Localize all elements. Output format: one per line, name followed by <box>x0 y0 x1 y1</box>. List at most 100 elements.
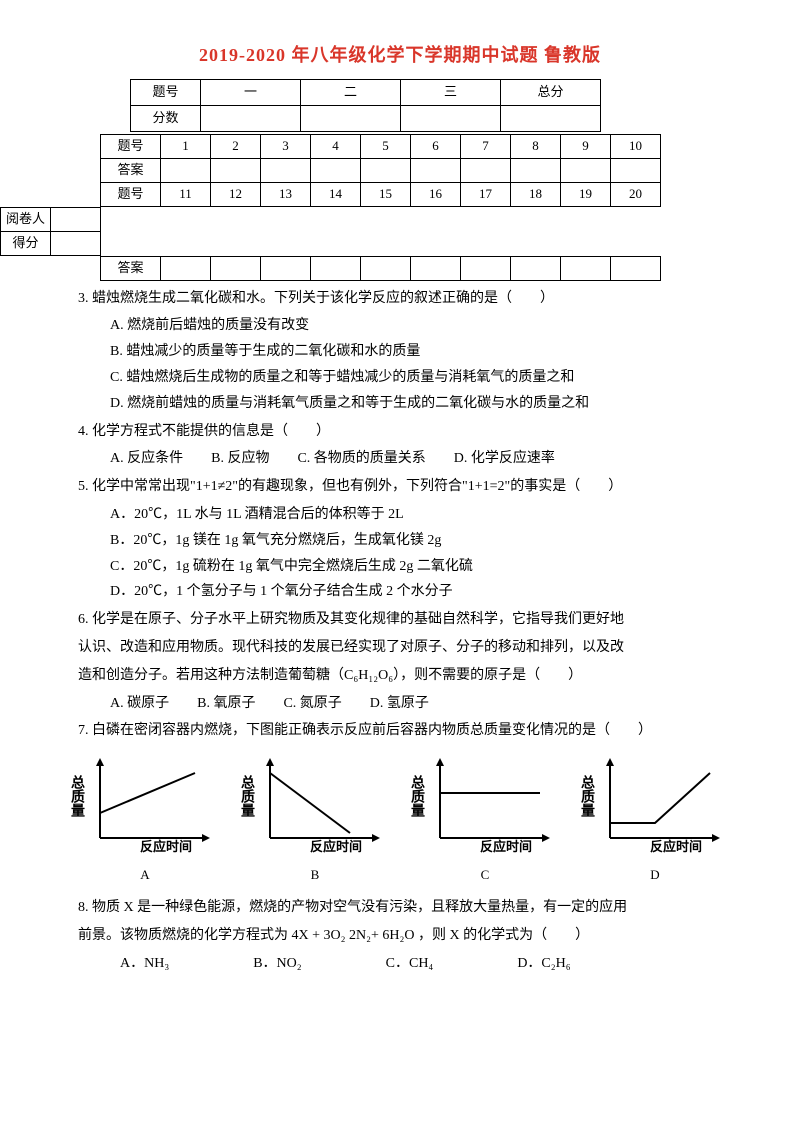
q6-opts: A. 碳原子 B. 氧原子 C. 氮原子 D. 氢原子 <box>70 692 730 716</box>
y-axis-label: 总质量 <box>70 774 86 818</box>
q5-stem: 5. 化学中常常出现"1+1≠2"的有趣现象，但也有例外，下列符合"1+1=2"… <box>70 475 730 499</box>
ans-cell <box>211 158 261 182</box>
q-num: 12 <box>211 182 261 206</box>
q-num: 5 <box>361 134 411 158</box>
ans-row-q: 题号 <box>101 134 161 158</box>
score-cell <box>401 105 501 131</box>
reviewer-cell <box>51 207 101 231</box>
x-axis-label: 反应时间 <box>650 839 702 853</box>
chart-b-label: B <box>240 864 390 886</box>
ans-cell <box>311 158 361 182</box>
q3-opt-b: B. 蜡烛减少的质量等于生成的二氧化碳和水的质量 <box>70 340 730 364</box>
ans-row-a2: 答案 <box>101 256 161 280</box>
charts-row: 总质量 反应时间 A 总质量 反应时间 B 总质量 反应时间 C <box>70 753 730 886</box>
section-3: 三 <box>401 79 501 105</box>
q7-stem: 7. 白磷在密闭容器内燃烧，下图能正确表示反应前后容器内物质总质量变化情况的是（… <box>70 719 730 743</box>
q8-opts: A．NH₃ B．NO₂ C．CH₄ D．C₂H₆ <box>70 952 730 976</box>
ans-cell <box>561 158 611 182</box>
y-axis-label: 总质量 <box>580 774 596 818</box>
reviewer-label: 阅卷人 <box>1 207 51 231</box>
chart-c-label: C <box>410 864 560 886</box>
q-num: 15 <box>361 182 411 206</box>
score-cell <box>301 105 401 131</box>
score-cell <box>501 105 601 131</box>
ans-cell <box>461 256 511 280</box>
q3-opt-a: A. 燃烧前后蜡烛的质量没有改变 <box>70 314 730 338</box>
ans-cell <box>261 256 311 280</box>
ans-cell <box>311 256 361 280</box>
y-axis-label: 总质量 <box>240 774 256 818</box>
q-num: 1 <box>161 134 211 158</box>
score-summary-table: 题号 一 二 三 总分 分数 <box>130 79 601 132</box>
page-title: 2019-2020 年八年级化学下学期期中试题 鲁教版 <box>70 40 730 71</box>
ans-cell <box>511 158 561 182</box>
score-cell <box>201 105 301 131</box>
q5-opt-c: C．20℃，1g 硫粉在 1g 氧气中完全燃烧后生成 2g 二氧化硫 <box>70 555 730 579</box>
q-num: 13 <box>261 182 311 206</box>
q-num: 11 <box>161 182 211 206</box>
q8-stem-1: 8. 物质 X 是一种绿色能源，燃烧的产物对空气没有污染，且释放大量热量，有一定… <box>70 896 730 920</box>
q5-opt-d: D．20℃，1 个氢分子与 1 个氧分子结合生成 2 个水分子 <box>70 580 730 604</box>
q-num: 17 <box>461 182 511 206</box>
ans-cell <box>161 256 211 280</box>
ans-cell <box>611 158 661 182</box>
q3-opt-d: D. 燃烧前蜡烛的质量与消耗氧气质量之和等于生成的二氧化碳与水的质量之和 <box>70 392 730 416</box>
ans-cell <box>361 158 411 182</box>
q6-stem-1: 6. 化学是在原子、分子水平上研究物质及其变化规律的基础自然科学，它指导我们更好… <box>70 608 730 632</box>
x-axis-label: 反应时间 <box>310 839 362 853</box>
section-1: 一 <box>201 79 301 105</box>
ans-cell <box>211 256 261 280</box>
q6-stem-2: 认识、改造和应用物质。现代科技的发展已经实现了对原子、分子的移动和排列，以及改 <box>70 636 730 660</box>
q-num: 20 <box>611 182 661 206</box>
answer-table-1: 题号 1 2 3 4 5 6 7 8 9 10 答案 题号 11 12 13 1… <box>100 134 661 207</box>
q8-stem-2: 前景。该物质燃烧的化学方程式为 4X + 3O₂ 2N₂+ 6H₂O ，则 X … <box>70 924 730 948</box>
q-num: 8 <box>511 134 561 158</box>
q-num: 3 <box>261 134 311 158</box>
q-num: 2 <box>211 134 261 158</box>
q4-opts: A. 反应条件 B. 反应物 C. 各物质的质量关系 D. 化学反应速率 <box>70 447 730 471</box>
q-num: 10 <box>611 134 661 158</box>
chart-b: 总质量 反应时间 B <box>240 753 390 886</box>
q4-stem: 4. 化学方程式不能提供的信息是（ ） <box>70 420 730 444</box>
q3-stem: 3. 蜡烛燃烧生成二氧化碳和水。下列关于该化学反应的叙述正确的是（ ） <box>70 287 730 311</box>
ans-row-a: 答案 <box>101 158 161 182</box>
score-cell <box>51 231 101 255</box>
ans-cell <box>361 256 411 280</box>
chart-d-label: D <box>580 864 730 886</box>
q3-opt-c: C. 蜡烛燃烧后生成物的质量之和等于蜡烛减少的质量与消耗氧气的质量之和 <box>70 366 730 390</box>
chart-d: 总质量 反应时间 D <box>580 753 730 886</box>
ans-cell <box>161 158 211 182</box>
answer-last-row: 答案 <box>100 256 661 281</box>
q-num: 18 <box>511 182 561 206</box>
y-axis-label: 总质量 <box>410 774 426 818</box>
q-num: 4 <box>311 134 361 158</box>
chart-c: 总质量 反应时间 C <box>410 753 560 886</box>
q-num: 16 <box>411 182 461 206</box>
ans-cell <box>261 158 311 182</box>
q-num: 14 <box>311 182 361 206</box>
score-col-header: 题号 <box>131 79 201 105</box>
ans-cell <box>611 256 661 280</box>
q-num: 19 <box>561 182 611 206</box>
section-2: 二 <box>301 79 401 105</box>
q6-stem-3: 造和创造分子。若用这种方法制造葡萄糖（C₆H₁₂O₆），则不需要的原子是（ ） <box>70 664 730 688</box>
q5-opt-a: A．20℃，1L 水与 1L 酒精混合后的体积等于 2L <box>70 503 730 527</box>
x-axis-label: 反应时间 <box>140 839 192 853</box>
section-total: 总分 <box>501 79 601 105</box>
x-axis-label: 反应时间 <box>480 839 532 853</box>
q-num: 9 <box>561 134 611 158</box>
ans-cell <box>411 256 461 280</box>
ans-row-q2: 题号 <box>101 182 161 206</box>
chart-a: 总质量 反应时间 A <box>70 753 220 886</box>
ans-cell <box>511 256 561 280</box>
chart-a-label: A <box>70 864 220 886</box>
score-label: 得分 <box>1 231 51 255</box>
q-num: 6 <box>411 134 461 158</box>
q5-opt-b: B．20℃，1g 镁在 1g 氧气充分燃烧后，生成氧化镁 2g <box>70 529 730 553</box>
ans-cell <box>411 158 461 182</box>
q-num: 7 <box>461 134 511 158</box>
grader-table: 阅卷人 得分 <box>0 207 101 256</box>
ans-cell <box>461 158 511 182</box>
ans-cell <box>561 256 611 280</box>
score-row-label: 分数 <box>131 105 201 131</box>
